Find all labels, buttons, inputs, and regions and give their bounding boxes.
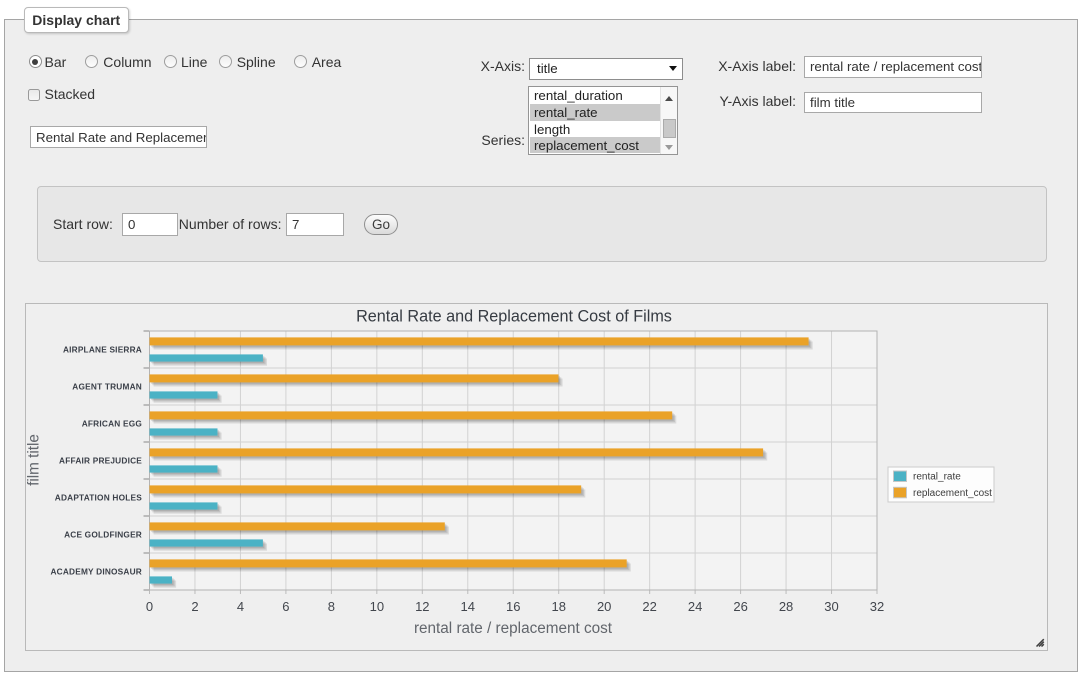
svg-text:AFRICAN EGG: AFRICAN EGG (82, 419, 142, 429)
svg-text:32: 32 (870, 599, 884, 614)
svg-text:film title: film title (26, 434, 43, 486)
svg-text:28: 28 (779, 599, 793, 614)
svg-text:AFFAIR PREJUDICE: AFFAIR PREJUDICE (59, 456, 142, 466)
svg-text:18: 18 (551, 599, 565, 614)
svg-text:24: 24 (688, 599, 702, 614)
svg-text:22: 22 (642, 599, 656, 614)
svg-text:AGENT TRUMAN: AGENT TRUMAN (72, 382, 142, 392)
svg-text:ACE GOLDFINGER: ACE GOLDFINGER (64, 530, 142, 540)
svg-text:12: 12 (415, 599, 429, 614)
svg-text:6: 6 (282, 599, 289, 614)
svg-text:4: 4 (237, 599, 244, 614)
svg-text:replacement_cost: replacement_cost (913, 488, 992, 499)
svg-text:8: 8 (328, 599, 335, 614)
svg-text:14: 14 (461, 599, 475, 614)
svg-text:10: 10 (370, 599, 384, 614)
svg-text:AIRPLANE SIERRA: AIRPLANE SIERRA (63, 345, 142, 355)
svg-text:ADAPTATION HOLES: ADAPTATION HOLES (55, 493, 143, 503)
svg-text:30: 30 (824, 599, 838, 614)
svg-text:0: 0 (146, 599, 153, 614)
svg-text:20: 20 (597, 599, 611, 614)
svg-text:16: 16 (506, 599, 520, 614)
svg-text:rental_rate: rental_rate (913, 472, 961, 483)
svg-text:26: 26 (733, 599, 747, 614)
svg-text:2: 2 (191, 599, 198, 614)
svg-text:rental rate / replacement cost: rental rate / replacement cost (414, 620, 613, 637)
svg-text:Rental Rate and Replacement Co: Rental Rate and Replacement Cost of Film… (356, 308, 672, 326)
svg-text:ACADEMY DINOSAUR: ACADEMY DINOSAUR (50, 567, 142, 577)
